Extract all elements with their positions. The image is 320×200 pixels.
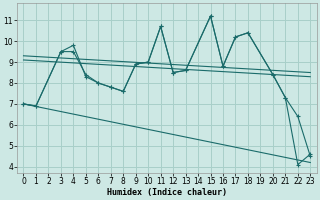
X-axis label: Humidex (Indice chaleur): Humidex (Indice chaleur) — [107, 188, 227, 197]
